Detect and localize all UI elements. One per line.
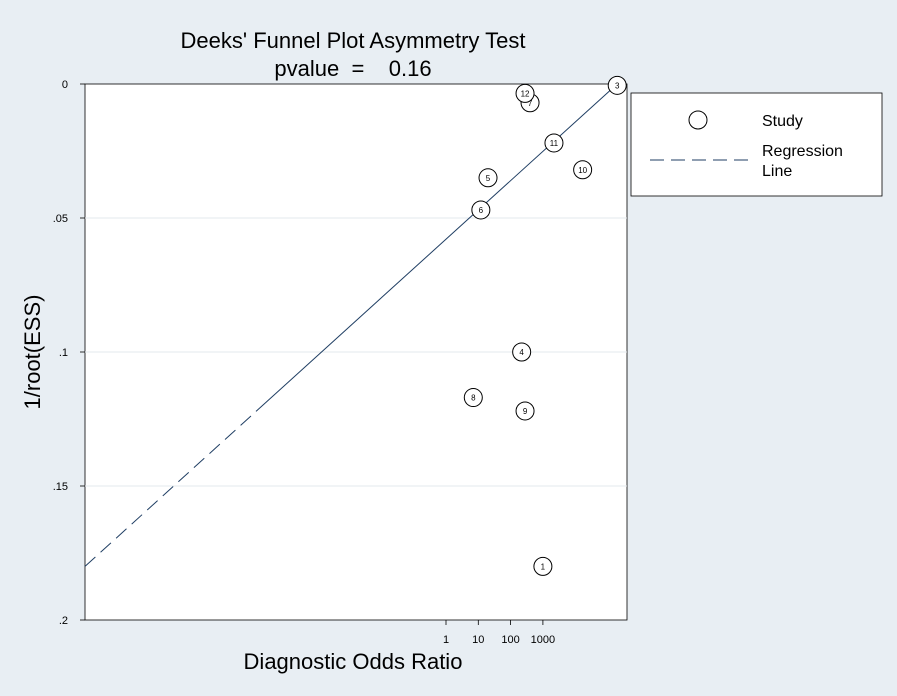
legend-study-label: Study [762, 113, 803, 130]
study-marker [573, 160, 593, 180]
study-label: 11 [550, 139, 559, 148]
legend-regression-label-line2: Line [762, 163, 792, 180]
chart-subtitle: pvalue = 0.16 [274, 56, 431, 81]
x-tick-label: 1 [443, 634, 449, 646]
study-label: 12 [521, 89, 530, 98]
study-marker [512, 342, 532, 362]
y-tick-label: .05 [53, 213, 68, 225]
study-point-6: 6 [471, 200, 491, 220]
study-label: 9 [523, 407, 528, 416]
y-axis-title: 1/root(ESS) [20, 295, 45, 410]
legend-box [630, 92, 883, 197]
study-label: 6 [479, 206, 484, 215]
study-marker [544, 133, 564, 153]
study-point-1: 1 [533, 556, 553, 576]
x-tick-label: 1000 [531, 634, 555, 646]
study-point-8: 8 [463, 388, 483, 408]
x-tick-label: 10 [472, 634, 484, 646]
legend-study-symbol [688, 110, 708, 130]
study-point-3: 3 [607, 75, 627, 95]
study-marker [515, 83, 535, 103]
study-marker [607, 75, 627, 95]
study-marker [463, 388, 483, 408]
study-point-9: 9 [515, 401, 535, 421]
study-point-12: 12 [515, 83, 535, 103]
study-marker [478, 168, 498, 188]
y-tick-label: .2 [59, 615, 68, 627]
legend-regression-label-line1: Regression [762, 143, 843, 160]
x-axis-title: Diagnostic Odds Ratio [244, 649, 463, 674]
study-point-11: 11 [544, 133, 564, 153]
x-tick-label: 100 [501, 634, 519, 646]
study-marker [471, 200, 491, 220]
study-label: 5 [486, 174, 491, 183]
y-tick-label: 0 [62, 79, 68, 91]
study-point-4: 4 [512, 342, 532, 362]
study-label: 7 [528, 99, 533, 108]
legend: Study Regression Line [630, 92, 883, 197]
study-marker [515, 401, 535, 421]
x-axis: 1 10 100 1000 [443, 620, 555, 646]
regression-line-dashed [84, 411, 257, 567]
study-point-5: 5 [478, 168, 498, 188]
study-point-10: 10 [573, 160, 593, 180]
y-tick-label: .15 [53, 481, 68, 493]
chart-title: Deeks' Funnel Plot Asymmetry Test [181, 28, 526, 53]
study-label: 3 [615, 81, 620, 90]
y-tick-label: .1 [59, 347, 68, 359]
study-label: 4 [519, 348, 524, 357]
study-label: 1 [541, 562, 546, 571]
study-marker [533, 556, 553, 576]
grid-lines [85, 217, 627, 487]
study-label: 10 [578, 166, 587, 175]
study-label: 8 [471, 394, 476, 403]
y-axis: 0 .05 .1 .15 .2 [53, 79, 85, 627]
